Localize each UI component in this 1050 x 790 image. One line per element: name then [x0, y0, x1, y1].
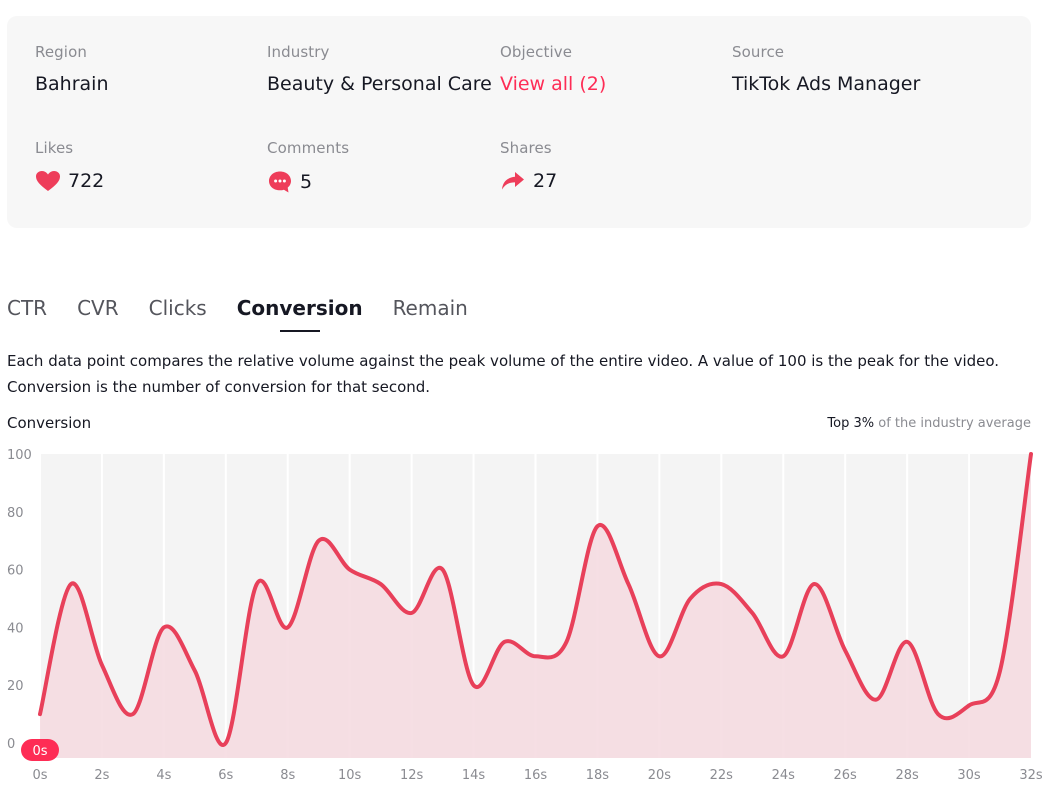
comments-count: 5: [300, 171, 313, 193]
x-tick-label: 2s: [94, 768, 109, 783]
description-line-2: Conversion is the number of conversion f…: [7, 378, 431, 396]
shares-cell: Shares 27: [500, 139, 557, 192]
x-tick-label: 12s: [400, 768, 424, 783]
y-tick-label: 60: [7, 564, 24, 579]
x-tick-label: 32s: [1019, 768, 1043, 783]
x-tick-label: 28s: [895, 768, 919, 783]
comment-bubble-icon: [269, 171, 291, 193]
y-tick-label: 0: [7, 737, 15, 752]
industry-value: Beauty & Personal Care: [267, 73, 492, 95]
objective-view-all-link[interactable]: View all (2): [500, 73, 607, 95]
likes-count: 722: [68, 170, 105, 192]
tab-cvr[interactable]: CVR: [77, 296, 119, 320]
source-value: TikTok Ads Manager: [732, 73, 921, 95]
heart-icon: [36, 171, 60, 191]
tab-clicks[interactable]: Clicks: [148, 296, 207, 320]
x-tick-label: 20s: [648, 768, 672, 783]
y-tick-label: 40: [7, 621, 24, 636]
conversion-chart: 0 20 40 60 80 100 0s 2s 4s 6s 8s 10s 12s 14s 16s 18s 20s…: [7, 448, 1043, 783]
chart-description: Each data point compares the relative vo…: [7, 348, 1037, 400]
region-value: Bahrain: [35, 73, 109, 95]
y-tick-label: 20: [7, 679, 24, 694]
x-tick-label: 26s: [834, 768, 858, 783]
metric-tabs: CTR CVR Clicks Conversion Remain: [7, 296, 498, 332]
region-label: Region: [35, 43, 87, 61]
x-tick-label: 0s: [32, 768, 47, 783]
industry-percentile: Top 3%: [827, 416, 875, 431]
comments-cell: Comments 5: [267, 139, 349, 194]
y-tick-label: 100: [7, 448, 32, 463]
current-time-label: 0s: [32, 744, 47, 759]
x-tick-label: 22s: [710, 768, 734, 783]
series-line: [38, 452, 1033, 748]
tab-conversion[interactable]: Conversion: [237, 296, 363, 332]
x-tick-label: 4s: [156, 768, 171, 783]
tab-remain[interactable]: Remain: [392, 296, 468, 320]
shares-label: Shares: [500, 139, 552, 157]
description-line-1: Each data point compares the relative vo…: [7, 352, 1000, 370]
x-tick-label: 30s: [957, 768, 981, 783]
series-area: [40, 454, 1031, 758]
chart-heading: Conversion: [7, 414, 92, 432]
industry-cell: Industry Beauty & Personal Care: [267, 43, 492, 95]
x-tick-label: 8s: [280, 768, 295, 783]
source-cell: Source TikTok Ads Manager: [732, 43, 920, 95]
active-tab-underline: [279, 330, 320, 332]
industry-comparison-note: Top 3% of the industry average: [827, 416, 1031, 431]
likes-cell: Likes 722: [35, 139, 104, 192]
source-label: Source: [732, 43, 785, 61]
y-tick-label: 80: [7, 506, 24, 521]
region-cell: Region Bahrain: [35, 43, 109, 95]
objective-cell: Objective View all (2): [500, 43, 606, 95]
shares-count: 27: [533, 170, 558, 192]
industry-average-text: of the industry average: [874, 416, 1031, 431]
x-tick-label: 18s: [586, 768, 610, 783]
tab-ctr[interactable]: CTR: [7, 296, 48, 320]
share-arrow-icon: [502, 172, 524, 190]
ad-info-card: Region Bahrain Industry Beauty & Persona…: [7, 16, 1031, 228]
x-tick-label: 6s: [218, 768, 233, 783]
industry-label: Industry: [267, 43, 330, 61]
x-tick-label: 16s: [524, 768, 548, 783]
likes-label: Likes: [35, 139, 74, 157]
objective-label: Objective: [500, 43, 573, 61]
comments-label: Comments: [267, 139, 350, 157]
x-tick-label: 14s: [462, 768, 486, 783]
x-tick-label: 24s: [772, 768, 796, 783]
x-tick-label: 10s: [338, 768, 362, 783]
current-time-badge: [21, 739, 59, 761]
